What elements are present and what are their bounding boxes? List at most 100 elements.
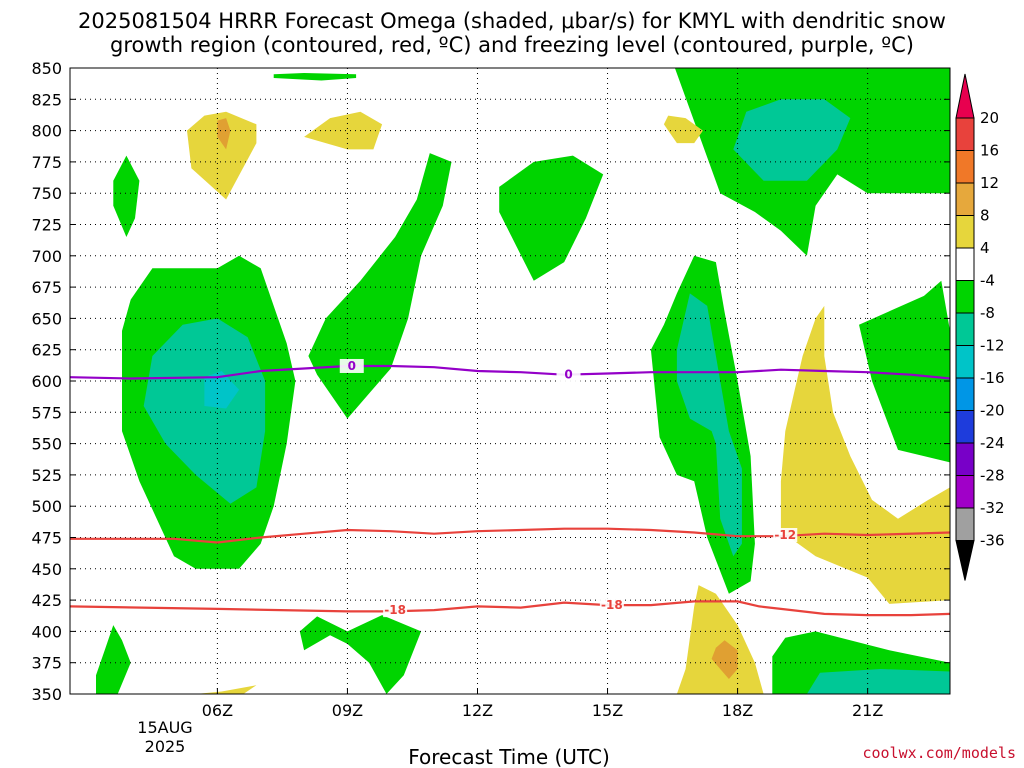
colorbar-tick-label: 20 — [980, 109, 999, 127]
y-tick-label: 825 — [31, 90, 62, 109]
y-tick-label: 525 — [31, 466, 62, 485]
colorbar-segment — [955, 312, 975, 346]
y-tick-label: 575 — [31, 403, 62, 422]
shaded-region-yellow — [156, 685, 257, 694]
y-tick-label: 600 — [31, 372, 62, 391]
y-tick-label: 850 — [31, 59, 62, 78]
shaded-region-teal — [806, 669, 950, 694]
chart-title-line1: 2025081504 HRRR Forecast Omega (shaded, … — [78, 9, 946, 33]
y-tick-label: 425 — [31, 591, 62, 610]
colorbar-segment — [955, 117, 975, 151]
colorbar-tick-label: -8 — [980, 304, 995, 322]
shaded-region-teal — [676, 293, 742, 557]
shaded-region-orange — [711, 640, 738, 679]
y-tick-label: 450 — [31, 560, 62, 579]
x-axis-ticks: 06Z 09Z 12Z 15Z 18Z 21Z — [202, 688, 883, 720]
shaded-region-cyan — [204, 371, 240, 409]
colorbar-top-arrow — [955, 73, 975, 119]
y-tick-label: 350 — [31, 685, 62, 704]
contour-label-bg — [773, 527, 798, 542]
x-tick-label: 09Z — [332, 701, 363, 720]
colorbar-tick-label: 16 — [980, 142, 999, 160]
colorbar-segment — [955, 150, 975, 184]
colorbar-segment — [955, 377, 975, 411]
shaded-region-teal — [733, 99, 851, 181]
contour-label-bg — [339, 358, 364, 373]
ground-layer — [70, 64, 950, 68]
colorbar-tick-label: -16 — [980, 369, 1005, 387]
colorbar-tick-label: -4 — [980, 272, 995, 290]
y-tick-label: 400 — [31, 622, 62, 641]
y-tick-label: 550 — [31, 435, 62, 454]
colorbar-segment — [955, 442, 975, 476]
contour-label-bg — [599, 598, 624, 613]
x-axis-title: Forecast Time (UTC) — [408, 745, 610, 768]
x-tick-label: 12Z — [462, 701, 493, 720]
y-tick-label: 750 — [31, 184, 62, 203]
colorbar-segment — [955, 247, 975, 281]
contour-label: -18 — [384, 603, 406, 617]
contour-label: -18 — [601, 598, 623, 612]
shaded-region-green — [499, 155, 604, 281]
credit-text: coolwx.com/models — [862, 744, 1016, 762]
x-tick-label: 15Z — [592, 701, 623, 720]
y-tick-label: 775 — [31, 153, 62, 172]
shaded-region-green — [113, 155, 140, 237]
contour-label-bg — [383, 603, 408, 618]
colorbar-segment — [955, 182, 975, 216]
colorbar-tick-label: 8 — [980, 207, 990, 225]
colorbar-bottom-arrow — [955, 540, 975, 581]
colorbar-tick-label: -36 — [980, 532, 1005, 550]
x-tick-label: 18Z — [722, 701, 753, 720]
y-tick-label: 675 — [31, 278, 62, 297]
colorbar-tick-label: -32 — [980, 499, 1005, 517]
x-tick-label: 06Z — [202, 701, 233, 720]
shaded-region-yellow — [663, 115, 703, 144]
date-label-year: 2025 — [145, 737, 186, 756]
colorbar-segment — [955, 345, 975, 379]
y-tick-label: 725 — [31, 216, 62, 235]
colorbar-tick-label: 4 — [980, 239, 990, 257]
contour-lines: -18 -18 -12 0 0 — [69, 358, 951, 618]
shaded-region-yellow — [780, 305, 950, 604]
y-tick-label: 475 — [31, 529, 62, 548]
shaded-region-orange — [217, 118, 231, 150]
colorbar-tick-label: -24 — [980, 434, 1005, 452]
colorbar-tick-label: -20 — [980, 402, 1005, 420]
x-tick-label: 21Z — [852, 701, 883, 720]
shaded-regions — [70, 64, 950, 694]
y-tick-label: 650 — [31, 309, 62, 328]
y-tick-label: 625 — [31, 341, 62, 360]
shaded-region-yellow — [676, 585, 764, 694]
shaded-region-yellow — [187, 111, 257, 200]
colorbar-segment — [955, 507, 975, 541]
shaded-region-green — [96, 625, 131, 694]
colorbar-segment — [955, 280, 975, 314]
shaded-region-green — [273, 73, 357, 81]
shaded-region-green — [299, 615, 422, 694]
colorbar-tick-label: -28 — [980, 467, 1005, 485]
colorbar-tick-label: 12 — [980, 174, 999, 192]
colorbar-segment — [955, 215, 975, 249]
shaded-region-yellow — [304, 111, 383, 150]
chart-title-line2: growth region (contoured, red, ºC) and f… — [110, 33, 914, 57]
colorbar-tick-label: -12 — [980, 337, 1005, 355]
y-tick-label: 375 — [31, 654, 62, 673]
y-axis-ticks: 350 375 400 425 450 475 500 525 550 575 600 625 650 6… — [31, 59, 950, 704]
y-tick-label: 800 — [31, 122, 62, 141]
contour-label: -12 — [774, 528, 796, 542]
contour-label: 0 — [564, 368, 572, 382]
grid-lines — [70, 68, 950, 694]
y-tick-label: 700 — [31, 247, 62, 266]
contour-label-bg — [556, 367, 581, 382]
y-tick-label: 500 — [31, 497, 62, 516]
colorbar-segment — [955, 410, 975, 444]
date-label-day: 15AUG — [137, 718, 192, 737]
shaded-region-green — [859, 280, 950, 463]
contour-freezing_level — [69, 364, 951, 380]
contour-label: 0 — [348, 359, 356, 373]
colorbar: 20 16 12 8 4 -4 -8 -12 -16 -20 -24 -28 -32 -36 — [955, 73, 1005, 581]
shaded-region-teal — [143, 318, 266, 504]
colorbar-segment — [955, 475, 975, 509]
